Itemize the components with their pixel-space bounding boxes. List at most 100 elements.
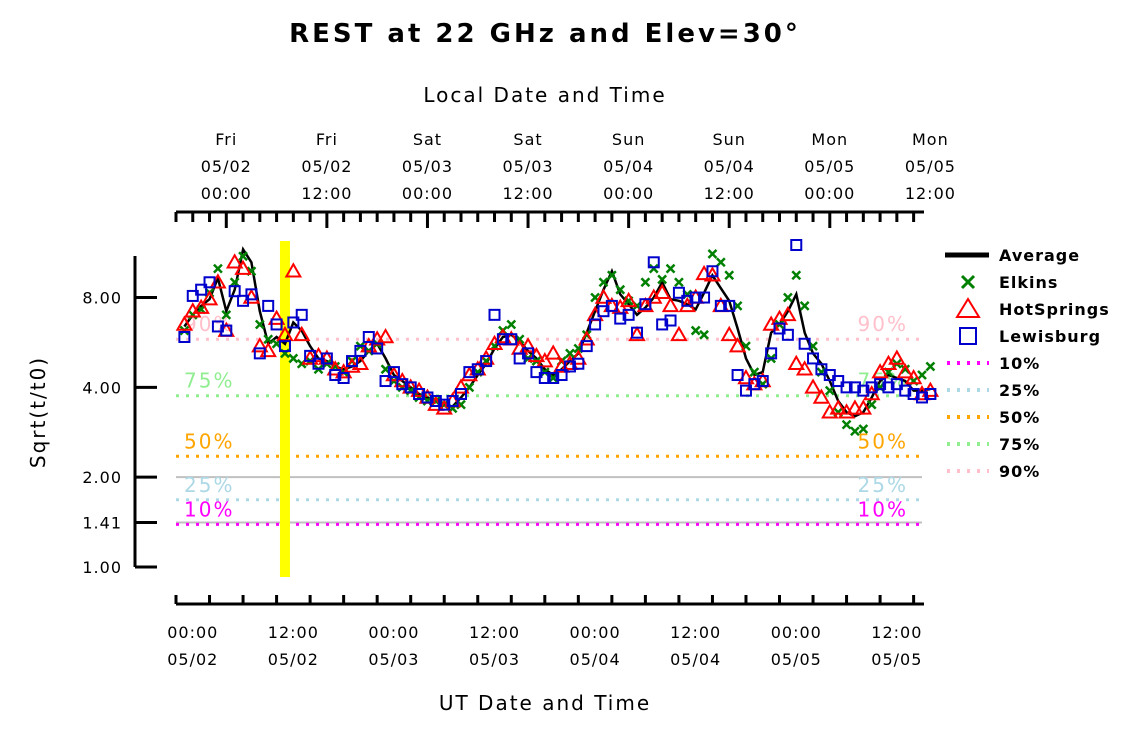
legend-item: 25% bbox=[947, 381, 1040, 400]
percentile-label-right: 25% bbox=[858, 473, 908, 497]
point-hotsprings bbox=[569, 349, 588, 365]
point-elkins-stroke bbox=[254, 319, 265, 330]
point-lewisburg bbox=[781, 328, 794, 341]
point-elkins-stroke bbox=[456, 399, 466, 410]
percentile-label-left: 75% bbox=[184, 369, 234, 393]
point-lewisburg bbox=[195, 283, 208, 296]
top-tick-day: Fri bbox=[215, 130, 237, 149]
point-hotsprings bbox=[619, 291, 638, 308]
point-hotsprings bbox=[192, 298, 210, 314]
point-hotsprings bbox=[888, 349, 906, 365]
point-lewisburg bbox=[396, 378, 409, 391]
point-lewisburg bbox=[672, 286, 685, 299]
point-lewisburg bbox=[832, 375, 845, 388]
point-lewisburg bbox=[429, 395, 442, 408]
grid-layer bbox=[176, 476, 922, 524]
point-lewisburg bbox=[454, 388, 467, 401]
point-hotsprings bbox=[234, 259, 252, 275]
point-lewisburg bbox=[681, 294, 694, 307]
point-elkins bbox=[606, 270, 617, 281]
bottom-axis-title: UT Date and Time bbox=[439, 691, 651, 715]
point-lewisburg bbox=[329, 369, 342, 382]
point-elkins bbox=[715, 257, 726, 268]
point-hotsprings bbox=[645, 288, 663, 304]
point-lewisburg bbox=[798, 337, 811, 350]
point-lewisburg bbox=[631, 326, 644, 339]
point-lewisburg bbox=[563, 360, 576, 373]
point-elkins bbox=[841, 419, 852, 430]
percentile-label-right: 50% bbox=[858, 429, 908, 453]
point-elkins-stroke bbox=[866, 399, 877, 410]
point-elkins-stroke bbox=[841, 419, 852, 430]
point-lewisburg bbox=[614, 312, 627, 325]
legend-label: 10% bbox=[999, 354, 1040, 373]
top-tick-time: 12:00 bbox=[301, 184, 352, 203]
legend-item: Lewisburg bbox=[959, 327, 1101, 346]
point-hotsprings bbox=[251, 337, 269, 353]
point-hotsprings bbox=[636, 296, 655, 313]
legend-item: 50% bbox=[947, 408, 1039, 427]
point-hotsprings bbox=[795, 360, 814, 376]
point-hotsprings bbox=[670, 325, 688, 342]
point-lewisburg bbox=[622, 308, 635, 321]
point-hotsprings bbox=[871, 363, 889, 379]
bottom-tick-date: 05/02 bbox=[167, 650, 218, 669]
bottom-tick-time: 00:00 bbox=[368, 623, 419, 642]
point-elkins bbox=[238, 251, 248, 262]
point-hotsprings bbox=[393, 372, 412, 388]
legend-label: 25% bbox=[999, 381, 1040, 400]
legend-item: 75% bbox=[947, 435, 1039, 454]
point-hotsprings bbox=[326, 360, 344, 376]
point-lewisburg bbox=[480, 355, 493, 368]
point-hotsprings bbox=[804, 378, 822, 394]
bottom-tick-time: 12:00 bbox=[268, 623, 319, 642]
point-lewisburg bbox=[580, 340, 593, 353]
point-lewisburg bbox=[320, 352, 333, 365]
legend-swatch-square bbox=[959, 327, 977, 345]
point-elkins-stroke bbox=[791, 270, 802, 281]
point-lewisburg bbox=[337, 371, 350, 384]
bottom-tick-date: 05/05 bbox=[771, 650, 822, 669]
point-lewisburg bbox=[404, 381, 417, 394]
y-tick-label: 1.00 bbox=[82, 558, 122, 577]
point-lewisburg bbox=[748, 378, 761, 391]
bottom-tick-time: 00:00 bbox=[771, 623, 822, 642]
point-lewisburg bbox=[245, 288, 258, 301]
top-tick-date: 05/02 bbox=[201, 157, 252, 176]
point-elkins bbox=[263, 334, 274, 345]
point-hotsprings bbox=[385, 365, 403, 382]
legend-label: Average bbox=[999, 246, 1080, 265]
bottom-tick-date: 05/03 bbox=[469, 650, 520, 669]
point-lewisburg bbox=[270, 318, 283, 331]
legend-label: Lewisburg bbox=[999, 327, 1101, 346]
series-lewisburg bbox=[178, 239, 937, 411]
axes: 1.00 1.41 2.00 4.00 8.00 00:00 05/02 12:00 05/02… bbox=[82, 130, 955, 669]
point-hotsprings bbox=[225, 253, 244, 269]
point-elkins-stroke bbox=[799, 301, 810, 311]
point-elkins bbox=[254, 319, 265, 330]
point-hotsprings bbox=[452, 378, 470, 394]
point-elkins bbox=[707, 249, 718, 259]
point-hotsprings bbox=[536, 352, 554, 368]
top-tick-time: 00:00 bbox=[402, 184, 453, 203]
point-hotsprings bbox=[653, 283, 671, 300]
point-lewisburg bbox=[916, 391, 928, 404]
point-lewisburg bbox=[890, 378, 903, 391]
bottom-tick-time: 12:00 bbox=[469, 623, 520, 642]
point-lewisburg bbox=[706, 265, 719, 278]
point-elkins bbox=[221, 309, 232, 320]
top-tick-date: 05/03 bbox=[402, 157, 453, 176]
point-elkins bbox=[615, 284, 626, 295]
point-elkins bbox=[665, 263, 676, 274]
percentile-label-right: 10% bbox=[858, 497, 908, 521]
point-elkins-stroke bbox=[783, 292, 793, 303]
top-tick-date: 05/02 bbox=[301, 157, 352, 176]
point-lewisburg bbox=[572, 357, 585, 370]
legend-item: Elkins bbox=[960, 273, 1057, 292]
legend-item: 10% bbox=[947, 354, 1040, 373]
point-elkins bbox=[925, 361, 936, 372]
point-hotsprings bbox=[267, 309, 286, 325]
point-hotsprings bbox=[896, 363, 914, 379]
point-lewisburg bbox=[278, 340, 291, 353]
point-elkins bbox=[213, 263, 223, 274]
